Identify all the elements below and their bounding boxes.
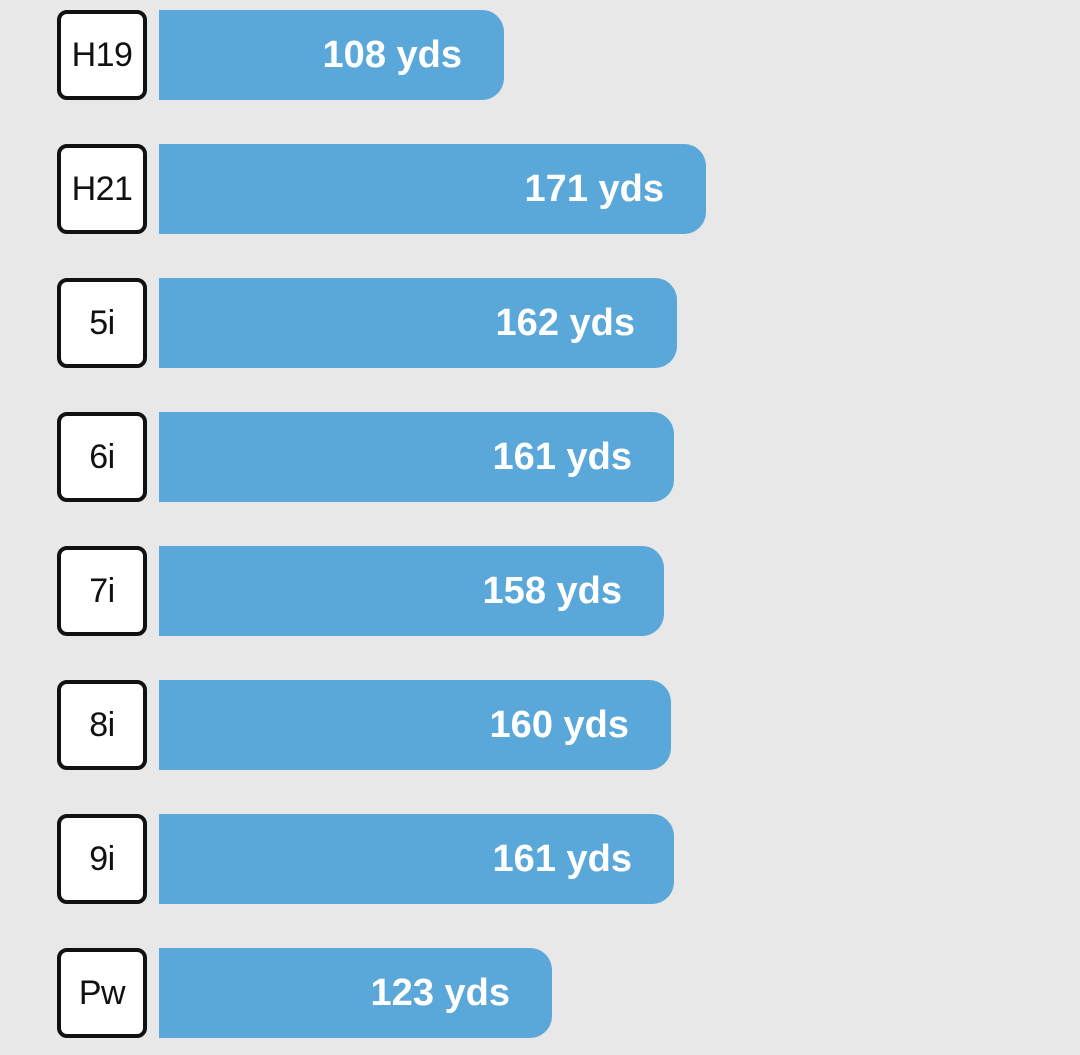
bar-value-label: 123 yds [370,971,510,1014]
club-badge: 8i [57,680,147,770]
distance-bar: 161 yds [159,412,674,502]
bar-value-label: 160 yds [489,703,629,746]
distance-bar: 108 yds [159,10,504,100]
club-badge: 7i [57,546,147,636]
club-badge: 9i [57,814,147,904]
bar-row: 6i 161 yds [0,412,1080,502]
club-badge: 6i [57,412,147,502]
bar-row: H19 108 yds [0,10,1080,100]
club-badge: Pw [57,948,147,1038]
bar-row: 5i 162 yds [0,278,1080,368]
club-badge: 5i [57,278,147,368]
bar-row: 8i 160 yds [0,680,1080,770]
distance-bar: 158 yds [159,546,664,636]
bar-value-label: 161 yds [492,837,632,880]
bar-value-label: 162 yds [495,301,635,344]
bar-row: H21 171 yds [0,144,1080,234]
distance-bar: 161 yds [159,814,674,904]
distance-bar: 160 yds [159,680,671,770]
distance-bar: 171 yds [159,144,706,234]
bar-value-label: 171 yds [524,167,664,210]
bar-row: 9i 161 yds [0,814,1080,904]
bar-value-label: 108 yds [322,33,462,76]
bar-value-label: 161 yds [492,435,632,478]
distance-bar: 162 yds [159,278,677,368]
distance-bar: 123 yds [159,948,552,1038]
club-badge: H21 [57,144,147,234]
bar-row: 7i 158 yds [0,546,1080,636]
bar-value-label: 158 yds [482,569,622,612]
bar-row: Pw 123 yds [0,948,1080,1038]
club-badge: H19 [57,10,147,100]
